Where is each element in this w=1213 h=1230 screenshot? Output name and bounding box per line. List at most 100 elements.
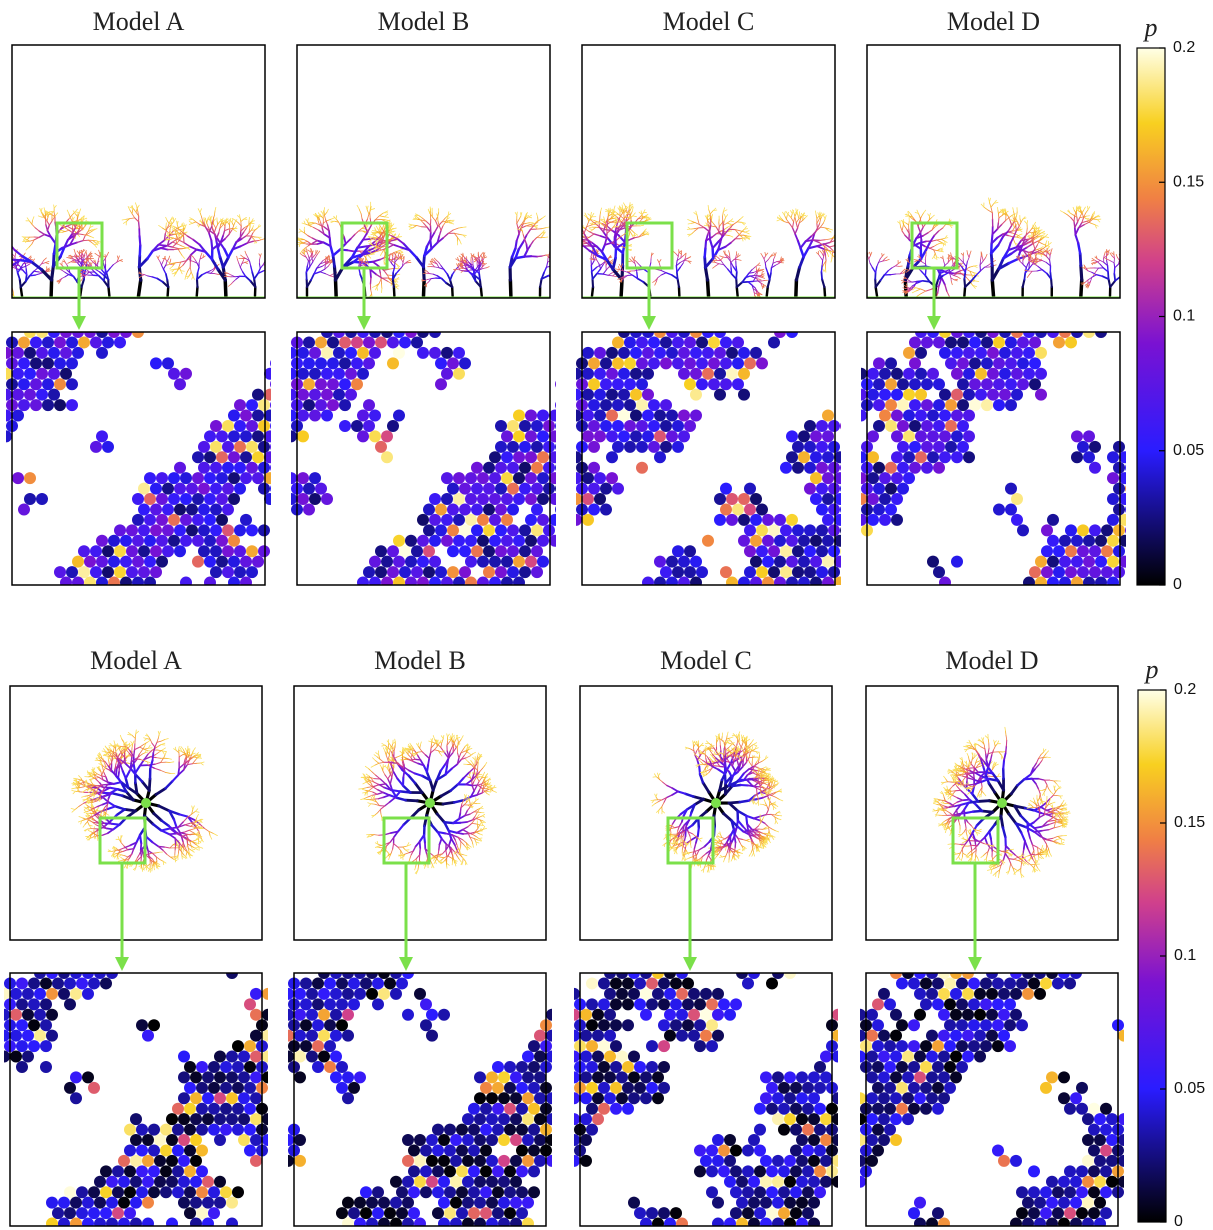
particle [393, 410, 405, 422]
fractal-branch [822, 250, 824, 252]
fractal-branch [815, 211, 816, 215]
particle [345, 389, 357, 401]
fractal-branch [60, 225, 63, 226]
fractal-branch [312, 223, 316, 224]
fractal-branch [110, 265, 113, 269]
particle [756, 587, 768, 599]
particle [642, 577, 654, 589]
fractal-branch [458, 227, 462, 228]
fractal-branch [774, 253, 775, 256]
particle [714, 368, 726, 380]
fractal-branch [562, 285, 566, 287]
particle [738, 535, 750, 547]
fractal-branch [188, 267, 191, 271]
particle [198, 462, 210, 474]
particle [756, 566, 768, 578]
fractal-branch [795, 218, 796, 223]
particle [531, 420, 543, 432]
fractal-branch [538, 217, 539, 221]
particle [264, 451, 276, 463]
particle [720, 483, 732, 495]
particle [618, 368, 630, 380]
fractal-branch [571, 242, 576, 246]
particle [822, 556, 834, 568]
particle [471, 545, 483, 557]
fractal-branch [128, 206, 130, 209]
fractal-branch [661, 271, 666, 273]
fractal-branch [608, 275, 613, 276]
fractal-branch [201, 217, 202, 222]
particle [351, 378, 363, 390]
fractal-branch [166, 274, 167, 280]
particle [744, 357, 756, 369]
particle [264, 430, 276, 442]
fractal-branch [533, 238, 536, 241]
particle [369, 410, 381, 422]
fractal-branch [217, 221, 218, 225]
fractal-branch [736, 254, 737, 257]
particle [501, 535, 513, 547]
fractal-branch [679, 252, 681, 254]
particle [582, 472, 594, 484]
fractal-branch [1029, 229, 1032, 232]
fractal-branch [49, 221, 52, 225]
fractal-branch [249, 227, 250, 230]
fractal-branch [948, 259, 949, 262]
particle [594, 410, 606, 422]
fractal-branch [47, 225, 49, 230]
particle [375, 441, 387, 453]
fractal-branch [530, 241, 533, 245]
fractal-branch [95, 253, 98, 255]
particle [417, 514, 429, 526]
particle [768, 336, 780, 348]
fractal-branch [1084, 207, 1086, 210]
fractal-branch [225, 280, 226, 296]
fractal-branch [228, 273, 231, 275]
fractal-branch [1025, 221, 1027, 224]
particle [822, 535, 834, 547]
fractal-branch [299, 231, 302, 232]
fractal-branch [199, 259, 200, 263]
fractal-branch [635, 261, 637, 263]
fractal-branch [313, 258, 316, 262]
fractal-branch [653, 281, 656, 283]
fractal-branch [197, 287, 198, 296]
fractal-branch [299, 229, 301, 231]
particle [138, 524, 150, 536]
fractal-branch [945, 285, 947, 292]
fractal-branch [932, 215, 934, 217]
fractal-branch [657, 260, 659, 263]
fractal-branch [201, 253, 202, 256]
fractal-branch [1023, 264, 1026, 267]
fractal-branch [2, 238, 4, 243]
particle [315, 483, 327, 495]
fractal-branch [828, 253, 829, 256]
fractal-branch [891, 274, 896, 275]
fractal-branch [39, 234, 44, 237]
particle [798, 577, 810, 589]
particle [228, 472, 240, 484]
fractal-branch [7, 287, 8, 292]
particle [234, 399, 246, 411]
particle [588, 441, 600, 453]
particle [315, 357, 327, 369]
particle [447, 357, 459, 369]
particle [453, 347, 465, 359]
fractal-branch [565, 244, 570, 247]
fractal-branch [791, 218, 794, 222]
fractal-branch [1, 233, 2, 237]
fractal-branch [715, 264, 719, 266]
fractal-branch [992, 280, 993, 296]
particle [405, 556, 417, 568]
fractal-branch [791, 214, 792, 218]
particle [483, 545, 495, 557]
fractal-branch [251, 266, 252, 272]
fractal-branch [841, 252, 845, 253]
particle [618, 410, 630, 422]
fractal-branch [620, 235, 624, 237]
fractal-branch [715, 262, 719, 263]
fractal-branch [841, 233, 844, 235]
particle [381, 556, 393, 568]
particle [453, 535, 465, 547]
fractal-branch [361, 213, 362, 218]
